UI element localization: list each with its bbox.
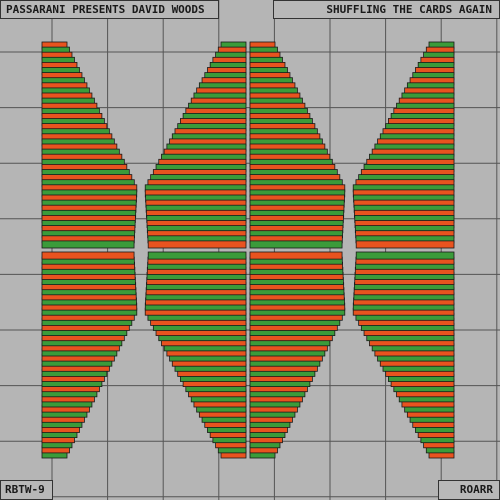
- card: [355, 251, 455, 260]
- card: [355, 240, 455, 249]
- artist-box: [0, 0, 219, 19]
- card-stacks: [41, 41, 455, 459]
- card: [249, 240, 343, 249]
- card: [249, 251, 343, 260]
- catalog: RBTW-9: [5, 483, 45, 496]
- card: [41, 251, 135, 260]
- title: SHUFFLING THE CARDS AGAIN: [326, 3, 492, 16]
- card: [147, 251, 247, 260]
- label: ROARR: [460, 483, 493, 496]
- card: [41, 240, 135, 249]
- artist: PASSARANI PRESENTS DAVID WOODS: [6, 3, 205, 16]
- card: [147, 240, 247, 249]
